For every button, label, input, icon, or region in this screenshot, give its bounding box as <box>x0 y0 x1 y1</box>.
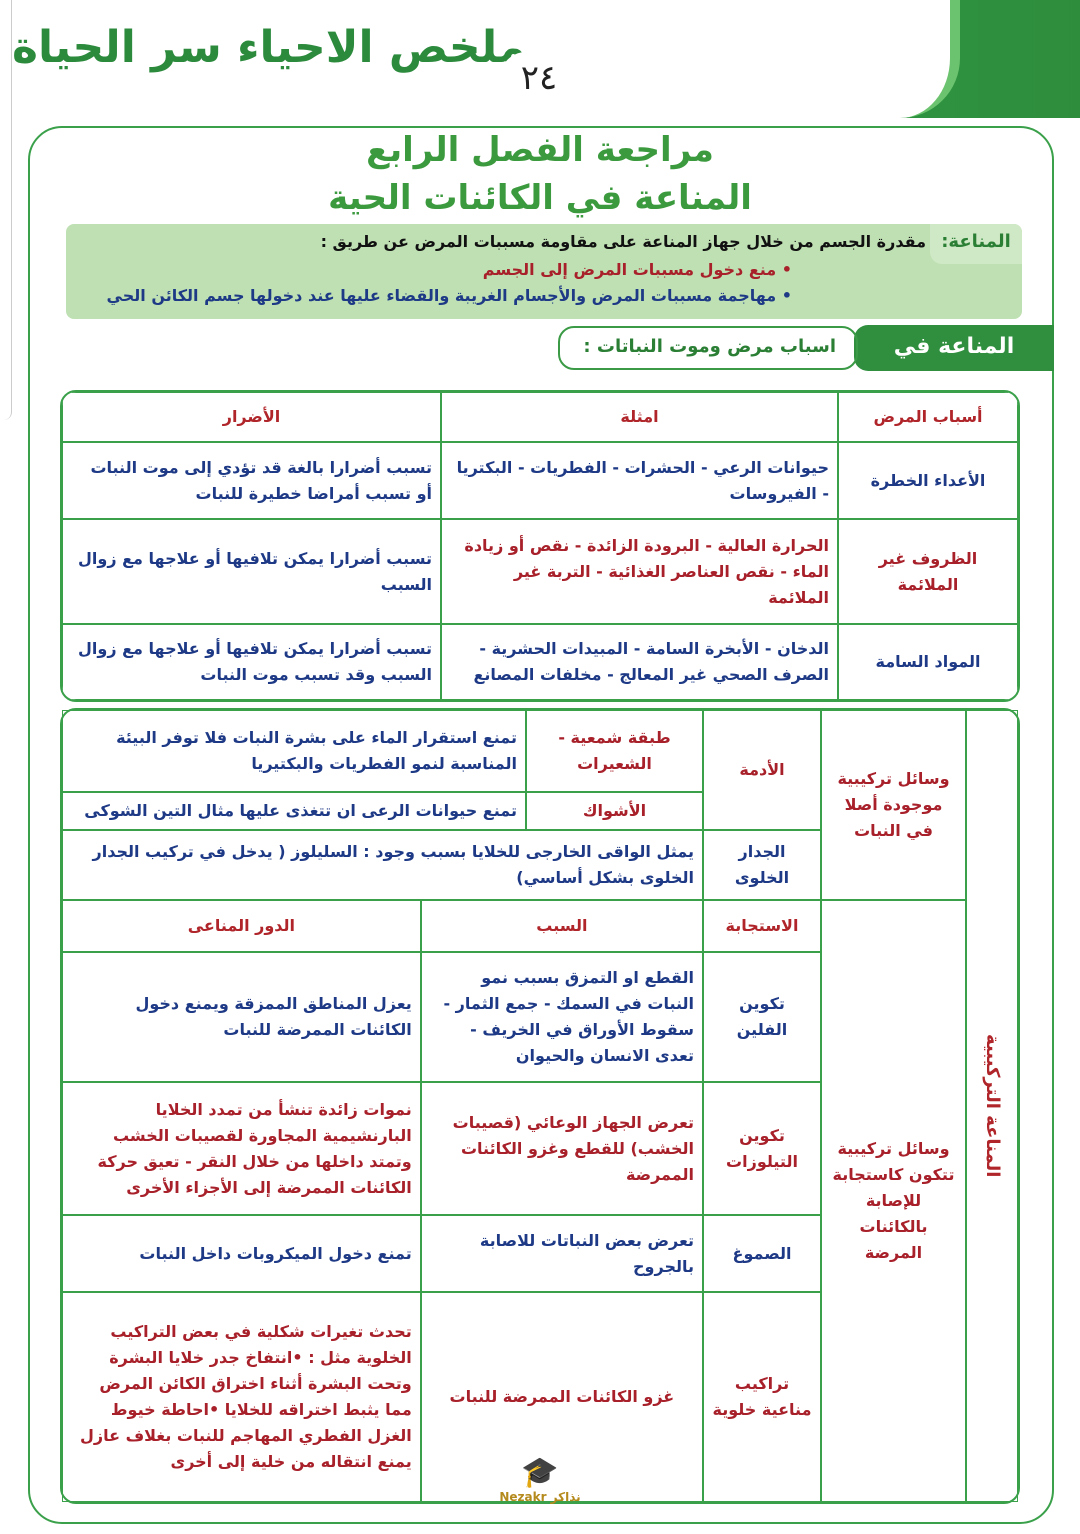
table-row: الظروف غير الملائمة الحرارة العالية - ال… <box>62 519 1018 624</box>
header-cell: الاستجابة <box>703 900 821 952</box>
name-cell: الأدمة <box>703 710 821 830</box>
role-cell: نموات زائدة تنشأ من تمدد الخلايا البارنش… <box>62 1082 421 1215</box>
plants-subtitle: اسباب مرض وموت النباتات : <box>558 326 858 370</box>
harm-cell: تسبب أضرارا بالغة قد تؤدي إلى موت النبات… <box>62 442 441 519</box>
book-title: ملخص الاحياء سر الحياة <box>12 22 526 73</box>
table-row: المواد السامة الدخان - الأبخرة السامة - … <box>62 624 1018 700</box>
table-row: الصموغ تعرض بعض النباتات للاصابة بالجروح… <box>62 1215 1018 1292</box>
chapter-title: مراجعة الفصل الرابع <box>366 130 714 170</box>
example-cell: حيوانات الرعي - الحشرات - الفطريات - الب… <box>441 442 838 519</box>
lesson-title: المناعة في الكائنات الحية <box>328 178 752 218</box>
header-cell: أسباب المرض <box>838 392 1018 442</box>
example-cell: الحرارة العالية - البرودة الزائدة - نقص … <box>441 519 838 624</box>
cause-cell: المواد السامة <box>838 624 1018 700</box>
nezakr-logo: 🎓 Nezakr نذاكر <box>490 1455 590 1525</box>
role-cell: تحدث تغيرات شكلية في بعض التراكيب الخلوي… <box>62 1292 421 1502</box>
header-cell: امثلة <box>441 392 838 442</box>
category-cell: وسائل تركيبية موجودة أصلا في النبات <box>821 710 966 900</box>
desc-cell: تمنع استقرار الماء على بشرة النبات فلا ت… <box>62 710 526 792</box>
graduation-cap-icon: 🎓 <box>521 1455 559 1490</box>
plants-immunity-label: المناعة في النبات: <box>854 325 1054 403</box>
header-cell: السبب <box>420 900 703 952</box>
cause-cell: تعرض بعض النباتات للاصابة بالجروح <box>420 1215 703 1292</box>
harm-cell: تسبب أضرارا يمكن تلافيها أو علاجها مع زو… <box>62 624 441 700</box>
name-cell: الجدار الخلوى <box>703 830 821 900</box>
harm-cell: تسبب أضرارا يمكن تلافيها أو علاجها مع زو… <box>62 519 441 624</box>
response-cell: تكوين التيلوزات <box>703 1082 821 1215</box>
response-cell: تكوين الفلين <box>703 952 821 1082</box>
response-cell: الصموغ <box>703 1215 821 1292</box>
table-row: تكوين التيلوزات تعرض الجهاز الوعائي (قصي… <box>62 1082 1018 1215</box>
definition-text: مقدرة الجسم من خلال جهاز المناعة على مقا… <box>320 232 926 251</box>
example-cell: الدخان - الأبخرة السامة - المبيدات الحشر… <box>441 624 838 700</box>
page-edge <box>0 0 12 420</box>
page-number: ٢٤ <box>500 52 578 104</box>
table-row: تكوين الفلين القطع او التمزق بسبب نمو ال… <box>62 952 1018 1082</box>
category-cell: وسائل تركيبية تتكون كاستجابة للإصابة بال… <box>821 900 966 1502</box>
side-label: المناعة التركيبية <box>966 710 1018 1502</box>
cause-cell: تعرض الجهاز الوعائي (قصيبات الخشب) للقطع… <box>420 1082 703 1215</box>
role-cell: تمنع دخول الميكروبات داخل النبات <box>62 1215 421 1292</box>
definition-box: المناعة: مقدرة الجسم من خلال جهاز المناع… <box>66 224 1022 319</box>
cause-cell: الأعداء الخطرة <box>838 442 1018 519</box>
header-cell: الدور المناعى <box>62 900 421 952</box>
desc-cell: يمثل الواقى الخارجى للخلايا بسبب وجود : … <box>62 830 703 900</box>
response-cell: تراكيب مناعية خلوية <box>703 1292 821 1502</box>
logo-text: Nezakr نذاكر <box>499 1490 581 1504</box>
header-cell: الأضرار <box>62 392 441 442</box>
definition-bullet: • منع دخول مسببات المرض إلى الجسم <box>482 260 792 279</box>
structural-immunity-table: المناعة التركيبية وسائل تركيبية موجودة أ… <box>60 708 1020 1504</box>
cause-cell: الظروف غير الملائمة <box>838 519 1018 624</box>
table-row: الأعداء الخطرة حيوانات الرعي - الحشرات -… <box>62 442 1018 519</box>
cause-cell: غزو الكائنات الممرضة للنبات <box>420 1292 703 1502</box>
definition-bullet: • مهاجمة مسببات المرض والأجسام الغريبة و… <box>106 286 792 305</box>
table-row: تراكيب مناعية خلوية غزو الكائنات الممرضة… <box>62 1292 1018 1502</box>
disease-causes-table: أسباب المرض امثلة الأضرار الأعداء الخطرة… <box>60 390 1020 702</box>
cause-cell: القطع او التمزق بسبب نمو النبات في السمك… <box>420 952 703 1082</box>
name-cell: طبقة شمعية - الشعيرات <box>526 710 703 792</box>
desc-cell: تمنع حيوانات الرعى ان تتغذى عليها مثال ا… <box>62 792 526 830</box>
definition-label: المناعة: <box>930 224 1022 264</box>
content-frame <box>28 126 1054 1524</box>
role-cell: يعزل المناطق الممزقة ويمنع دخول الكائنات… <box>62 952 421 1082</box>
name-cell: الأشواك <box>526 792 703 830</box>
